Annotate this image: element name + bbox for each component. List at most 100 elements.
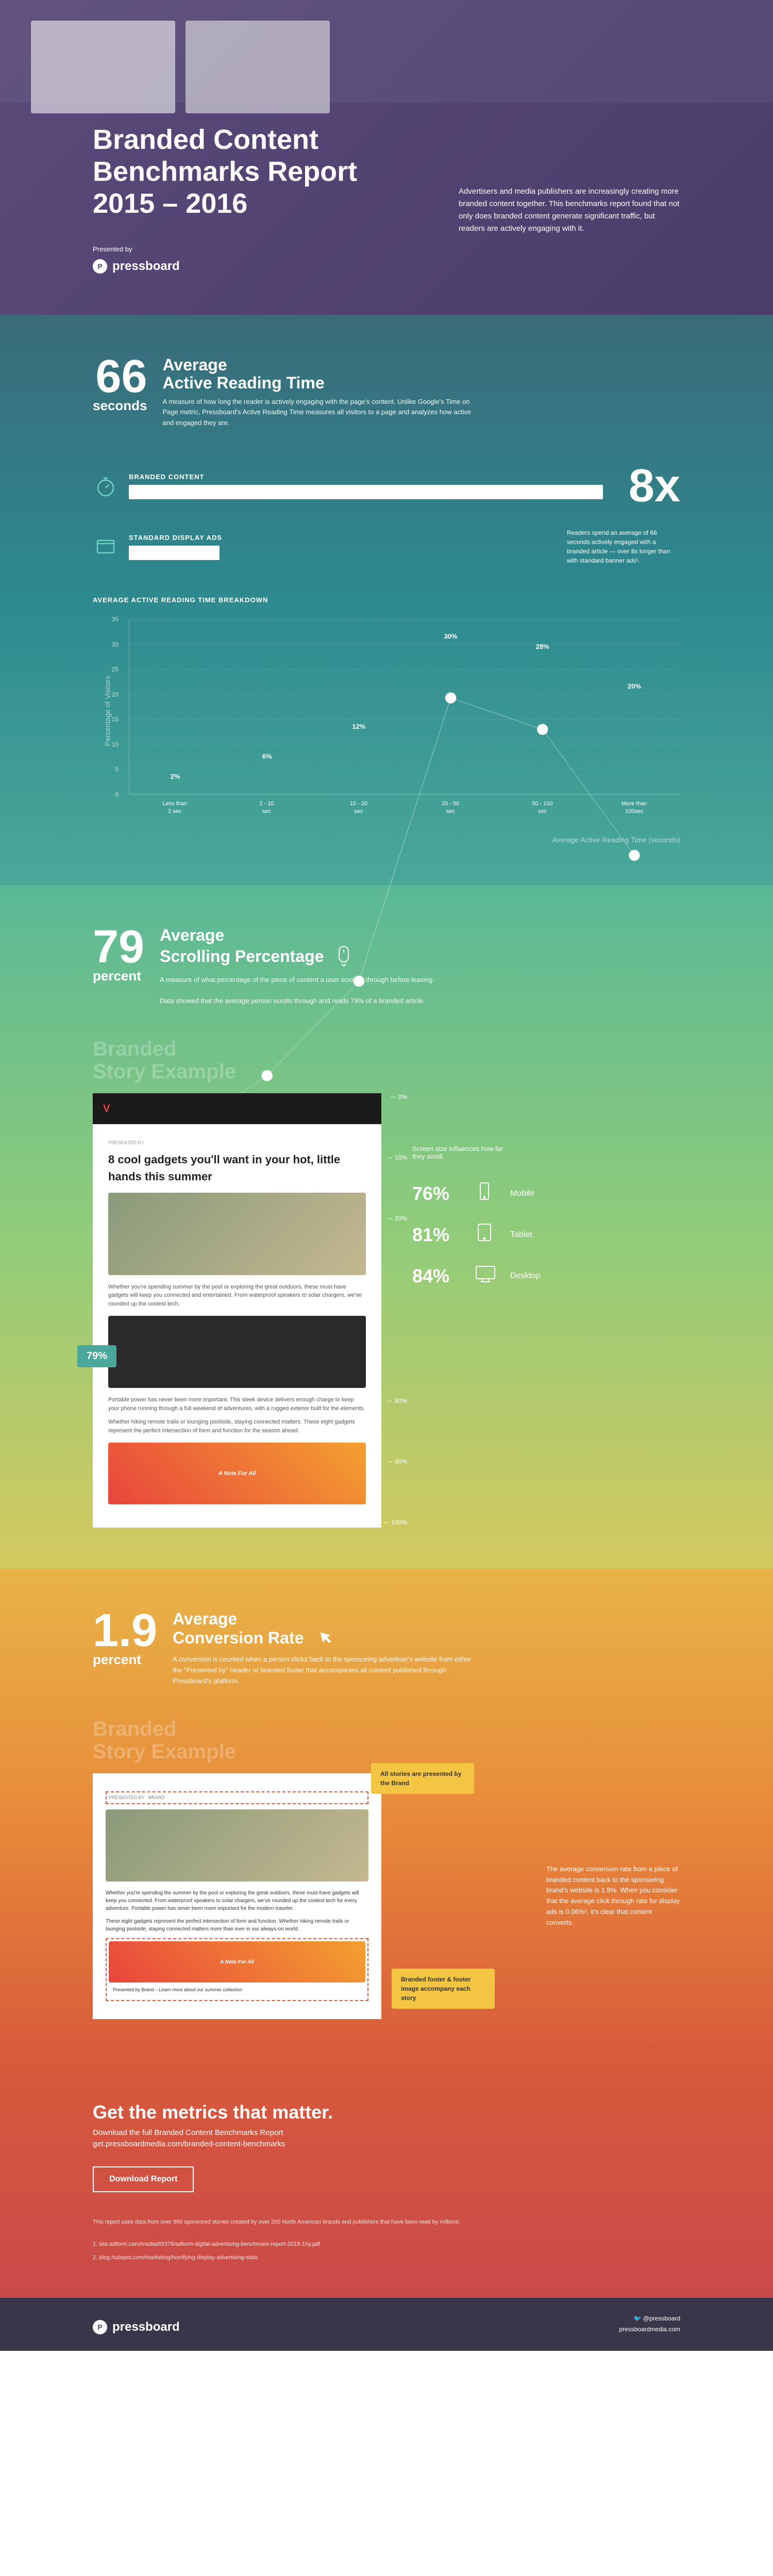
story-image-2 [108,1316,366,1388]
reading-time-stat: 66 seconds [93,356,147,414]
conversion-image-1 [106,1809,368,1882]
multiplier-stat: 8x [629,460,680,513]
reading-time-number: 66 [93,356,147,398]
y-tick: 35 [112,616,119,623]
presented-by-label: Presented by [93,245,680,253]
device-label: Tablet [510,1230,532,1240]
footer-links: 🐦 @pressboard pressboardmedia.com [619,2313,680,2335]
x-tick-label: 2 - 10sec [221,800,312,815]
x-tick-label: 20 - 50sec [405,800,496,815]
chart-point-label: 12% [352,722,365,730]
y-axis-label: Percentage of Visitors [103,676,111,747]
x-tick-label: Less than2 sec [129,800,221,815]
chart-point-label: 28% [536,642,549,650]
footnote-main: This report uses data from over 900 spon… [93,2218,680,2227]
reading-time-unit: seconds [93,398,147,414]
footer-pressboard-icon: P [93,2320,107,2334]
branded-content-label: BRANDED CONTENT [129,473,603,481]
cta-subtitle-1: Download the full Branded Content Benchm… [93,2128,680,2137]
chart-point-label: 2% [171,772,180,780]
x-tick-label: 50 - 100sec [496,800,588,815]
story-image-1 [108,1193,366,1275]
callout-footer: Branded footer & footer image accompany … [392,1969,495,2009]
device-row: 84% Desktop [412,1263,680,1289]
scroll-mark: 10% [395,1154,407,1161]
footer-brand-name: pressboard [112,2320,180,2334]
hero-section: Branded Content Benchmarks Report 2015 –… [0,0,773,315]
scroll-percentage-marks: 0% 10% 20% 80% 90% 100% [386,1093,407,1528]
callout-presented-by: All stories are presented by the Brand [371,1763,474,1794]
conversion-mockup: PRESENTED BY BRAND Whether you're spendi… [93,1773,381,2019]
chart-point-label: 6% [262,752,272,760]
reading-time-title: AverageActive Reading Time [163,356,472,392]
display-ads-bar [129,546,220,560]
comparison-note: Readers spend an average of 66 seconds a… [567,528,680,565]
scroll-79-badge: 79% [77,1345,116,1367]
download-report-button[interactable]: Download Report [93,2166,194,2192]
story-image-3: A Note For All [108,1443,366,1504]
scroll-mark: 100% [391,1519,407,1526]
display-ad-icon [93,534,119,560]
device-label: Mobile [510,1189,534,1198]
x-tick-label: More than100sec [589,800,680,815]
device-percentage: 81% [412,1224,464,1246]
hero-mockup-right [186,21,330,113]
hero-mockup-left [31,21,175,113]
reference-1: 1. site.adform.com/media/65376/adform-di… [93,2240,680,2249]
pressboard-wordmark: pressboard [112,259,180,274]
y-tick: 5 [115,766,119,773]
x-tick-label: 10 - 20sec [313,800,405,815]
reading-time-chart: Percentage of Visitors 0 5 10 15 20 25 30 35 2%… [93,619,680,815]
reference-2: 2. blog.hubspot.com/marketing/horrifying… [93,2253,680,2263]
intro-paragraph: Advertisers and media publishers are inc… [459,185,680,235]
page-footer: P pressboard 🐦 @pressboard pressboardmed… [0,2298,773,2351]
conversion-title: AverageConversion Rate [173,1610,482,1650]
cursor-click-icon [316,1628,334,1650]
y-tick: 10 [112,741,119,748]
device-percentage: 76% [412,1183,464,1205]
story-mockup: V PRESENTED BY 8 cool gadgets you'll wan… [93,1093,381,1528]
mobile-icon [474,1181,500,1207]
comparison-bars: BRANDED CONTENT 8x STANDARD DISPLAY ADS … [93,460,680,565]
cta-title: Get the metrics that matter. [93,2102,680,2123]
reading-time-section: 66 seconds AverageActive Reading Time A … [0,315,773,885]
footer-highlight: A Note For All Presented by Brand – Lear… [106,1938,368,2001]
y-tick: 0 [115,791,119,798]
reading-time-description: A measure of how long the reader is acti… [163,397,472,429]
story-headline: 8 cool gadgets you'll want in your hot, … [108,1151,366,1185]
y-tick: 25 [112,666,119,673]
device-row: 76% Mobile [412,1181,680,1207]
conversion-description: A conversion is counted when a person cl… [173,1654,482,1686]
chart-point-label: 30% [444,633,458,640]
scroll-mark: 0% [398,1093,407,1100]
footer-pressboard-logo: P pressboard [93,2320,180,2334]
scroll-fact: Data showed that the average person scro… [160,996,434,1007]
conversion-section: 1.9 percent AverageConversion Rate A con… [0,1569,773,2060]
tablet-icon [474,1222,500,1248]
device-row: 81% Tablet [412,1222,680,1248]
conversion-story-heading: BrandedStory Example [93,1718,680,1763]
device-percentage: 84% [412,1265,464,1287]
y-tick: 20 [112,691,119,698]
branded-content-bar [129,485,603,499]
twitter-handle[interactable]: @pressboard [643,2315,680,2322]
presented-by-highlight: PRESENTED BY BRAND [106,1791,368,1805]
scroll-mark: 80% [395,1397,407,1404]
cta-subtitle-2: get.pressboardmedia.com/branded-content-… [93,2140,680,2148]
chart-point-label: 20% [628,683,641,690]
y-tick: 30 [112,641,119,648]
conversion-number: 1.9 [93,1610,157,1652]
chart-title: AVERAGE ACTIVE READING TIME BREAKDOWN [93,596,680,604]
conversion-footer-image: A Note For All [109,1941,365,1982]
desktop-icon [474,1263,500,1289]
scroll-mark: 20% [395,1215,407,1222]
story-mockup-header: V [93,1093,381,1124]
footer-site-link[interactable]: pressboardmedia.com [619,2324,680,2335]
cta-section: Get the metrics that matter. Download th… [0,2060,773,2298]
display-ads-label: STANDARD DISPLAY ADS [129,534,541,541]
scroll-description: A measure of what percentage of the piec… [160,975,434,986]
conversion-note: The average conversion rate from a piece… [546,1864,680,1928]
device-label: Desktop [510,1272,541,1281]
scroll-mark: 90% [395,1458,407,1465]
y-tick: 15 [112,716,119,723]
